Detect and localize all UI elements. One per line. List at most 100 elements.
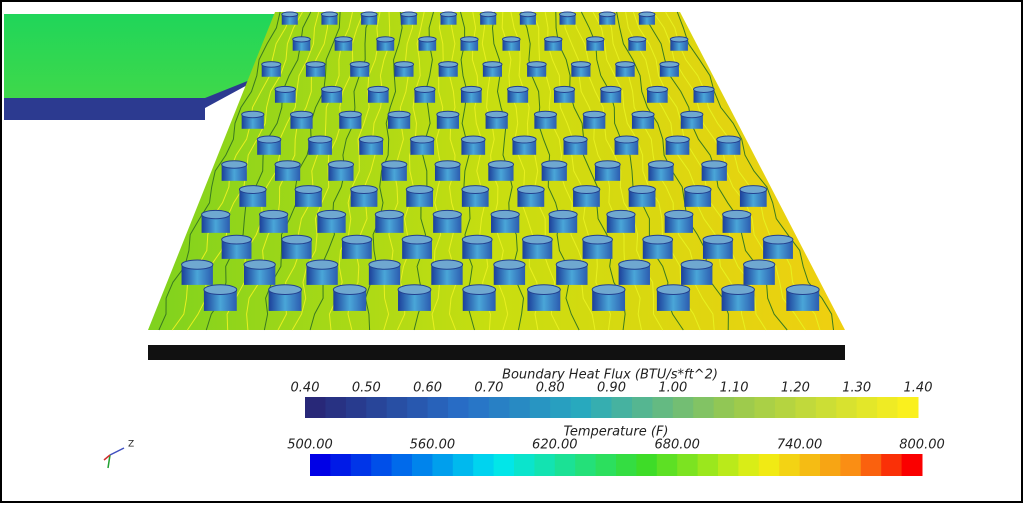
colorbar-segment [902,454,923,476]
plate-base [148,345,845,360]
colorbar-segment [898,397,919,418]
colorbar-segment [632,397,653,418]
colorbar-segment [693,397,714,418]
pin-top [549,210,577,218]
pin-top [257,136,281,143]
pin-top [202,210,230,218]
colorbar-segment [555,454,576,476]
pin-top [350,62,369,68]
pin-top [282,12,298,17]
pin-top [182,260,213,269]
pin-top [431,260,462,269]
pin-top [534,111,556,118]
pin-top [573,186,600,194]
pin-top [491,210,519,218]
pin-top [483,62,502,68]
pin-top [462,235,492,244]
colorbar-tick-label: 0.80 [536,381,565,396]
pin-top [522,235,552,244]
pin-top [629,186,656,194]
pin-top [394,62,413,68]
pin-top [583,111,605,118]
colorbar-segment [330,454,351,476]
pin-top [595,161,620,168]
pin-top [517,186,544,194]
pin-top [527,62,546,68]
colorbar-tick-label: 1.20 [781,381,810,396]
pin-top [244,260,275,269]
pin-top [786,285,819,295]
pin-top [269,285,302,295]
colorbar-segment [473,454,494,476]
pin-top [632,111,654,118]
viewport: Boundary Heat Flux (BTU/s*ft^2) 0.400.50… [0,0,1023,503]
pin-top [665,210,693,218]
pin-top [439,62,458,68]
pin-top [512,136,536,143]
colorbar-tick-label: 0.40 [291,381,320,396]
colorbar-tick-label: 560.00 [410,438,456,453]
pin-top [660,62,679,68]
colorbar-segment [448,397,469,418]
pin-top [480,12,496,17]
pin-top [527,285,560,295]
pin-top [306,62,325,68]
pin-top [628,37,646,42]
colorbar-segment [612,397,633,418]
colorbar-tick-label: 1.40 [904,381,933,396]
colorbar-segment [591,397,612,418]
colorbar-segment [779,454,800,476]
pin-top [619,260,650,269]
pin-top [321,86,342,92]
pin-top [368,86,389,92]
colorbar-tick-label: 0.60 [413,381,442,396]
pin-top [571,62,590,68]
pin-top [639,12,655,17]
pin-top [502,37,520,42]
pin-top [282,235,312,244]
colorbar-segment [816,397,837,418]
pin-top [643,235,673,244]
colorbar-segment [366,397,387,418]
pin-top [204,285,237,295]
pin-top [435,161,460,168]
pin-top [335,37,353,42]
colorbar-tick-label: 800.00 [899,438,945,453]
colorbar-tick-label: 1.10 [720,381,749,396]
pin-top [308,136,332,143]
pin-top [342,235,372,244]
pin-top [616,62,635,68]
colorbar-segment [325,397,346,418]
colorbar-segment [596,454,617,476]
colorbar-tick-label: 1.00 [658,381,687,396]
pin-top [666,136,690,143]
pin-top [375,210,403,218]
pin-top [554,86,575,92]
colorbar-segment [371,454,392,476]
pin-top [351,186,378,194]
pin-top [275,86,296,92]
pin-top [433,210,461,218]
pin-top [382,161,407,168]
colorbar-tick-label: 500.00 [287,438,333,453]
pin-top [414,86,435,92]
pin-top [295,186,322,194]
pin-top [461,136,485,143]
pin-top [222,161,247,168]
colorbar-segment [840,454,861,476]
colorbar-segment [657,454,678,476]
colorbar-segment [305,397,326,418]
colorbar-segment [877,397,898,418]
colorbar-segment [718,454,739,476]
colorbar-segment [387,397,408,418]
colorbar-segment [714,397,735,418]
colorbar-segment [698,454,719,476]
pin-top [607,210,635,218]
colorbar-tick-label: 0.70 [474,381,503,396]
pin-top [723,210,751,218]
colorbar-segment [489,397,510,418]
pin-top [702,161,727,168]
colorbar-segment [734,397,755,418]
colorbar-segment [636,454,657,476]
pin-top [722,285,755,295]
